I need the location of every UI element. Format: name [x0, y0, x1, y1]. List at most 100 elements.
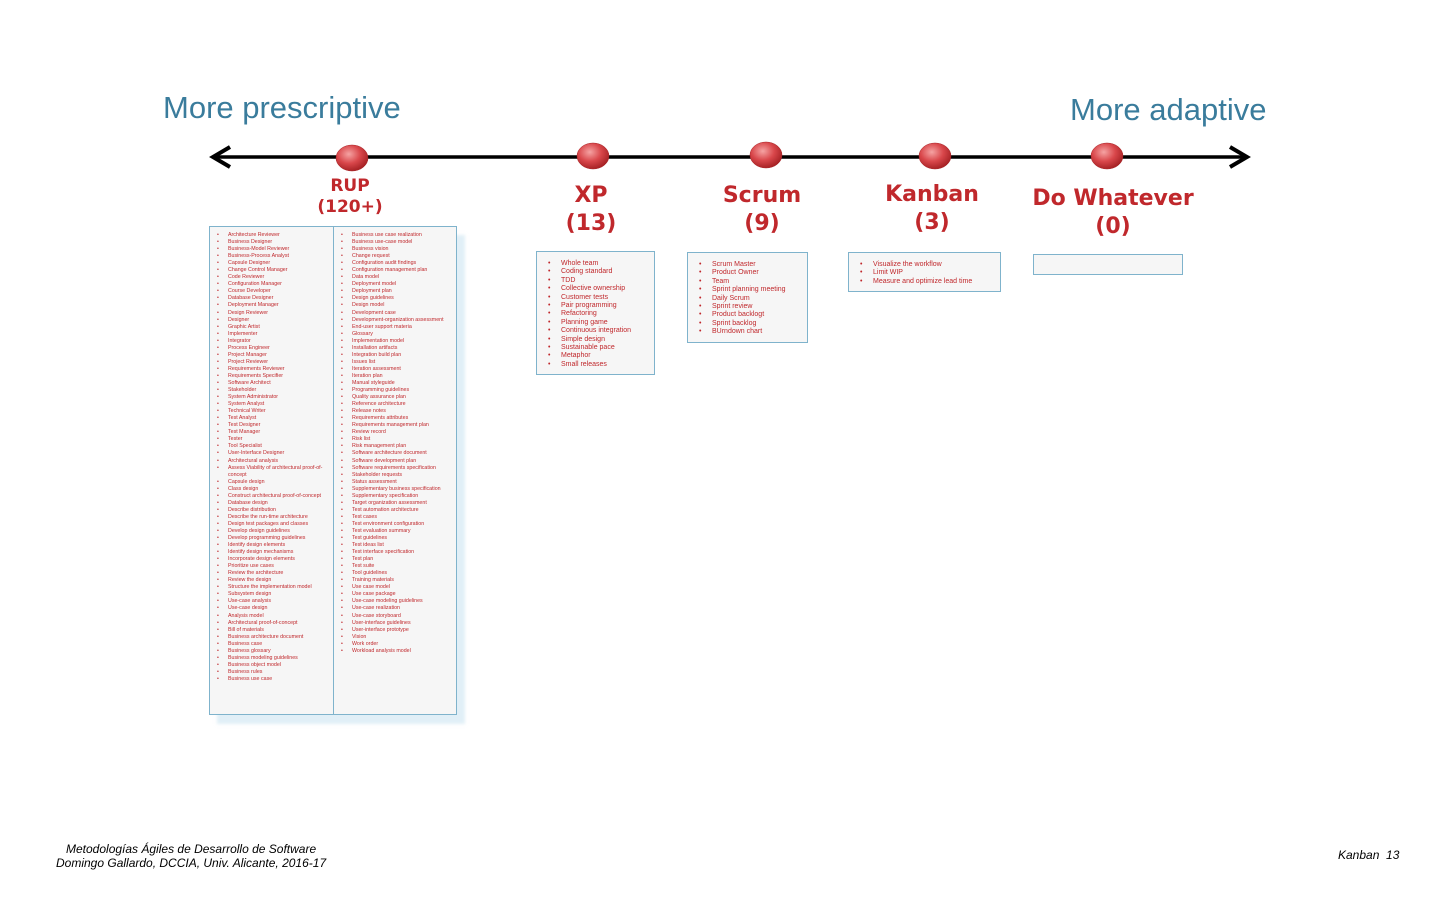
method-kanban-name: Kanban [885, 182, 979, 207]
rup-col1-item: Configuration Manager [216, 281, 330, 288]
rup-col1-item: Business use case [216, 676, 330, 683]
rup-col1-item: Change Control Manager [216, 267, 330, 274]
rup-col1-item: Course Developer [216, 288, 330, 295]
method-scrum-name: Scrum [722, 183, 802, 208]
rup-col1-item: Tester [216, 436, 330, 443]
xp-list-item: Sustainable pace [546, 344, 652, 353]
xp-list-item: Small releases [546, 361, 652, 370]
rup-col2-item: Software requirements specification [340, 465, 454, 472]
rup-col1-item: Tool Specialist [216, 443, 330, 450]
scrum-list-item: Daily Scrum [697, 295, 805, 304]
rup-col1-item: Technical Writer [216, 408, 330, 415]
xp-list-item: Pair programming [546, 302, 652, 311]
xp-list-item: Refactoring [546, 310, 652, 319]
rup-col1-item: Database Designer [216, 295, 330, 302]
rup-col1-item: Identify design elements [216, 542, 330, 549]
method-xp: XP (13) [541, 182, 641, 237]
rup-col2-item: Test guidelines [340, 535, 454, 542]
xp-list-item: Customer tests [546, 294, 652, 303]
rup-col1-item: Business object model [216, 662, 330, 669]
rup-col2-item: Review record [340, 429, 454, 436]
method-do-whatever-name: Do Whatever [1032, 186, 1194, 211]
rup-col2-item: Test suite [340, 563, 454, 570]
xp-practices-list: Whole teamCoding standardTDDCollective o… [546, 260, 652, 370]
arrow-right-icon [1228, 145, 1251, 169]
scrum-box: Scrum MasterProduct OwnerTeamSprint plan… [687, 252, 808, 343]
rup-col2-item: Business use-case model [340, 239, 454, 246]
rup-col1-item: Business glossary [216, 648, 330, 655]
rup-col1-item: Database design [216, 500, 330, 507]
heading-more-prescriptive: More prescriptive [163, 90, 401, 125]
rup-col1-item: Deployment Manager [216, 302, 330, 309]
rup-col1-item: Business architecture document [216, 634, 330, 641]
scrum-list-item: Sprint backlog [697, 320, 805, 329]
rup-col1-item: Test Designer [216, 422, 330, 429]
arrow-left-icon [209, 145, 232, 169]
rup-col1-item: Review the architecture [216, 570, 330, 577]
rup-col1-item: Implementer [216, 331, 330, 338]
heading-more-adaptive: More adaptive [1070, 92, 1267, 127]
method-rup-name: RUP [330, 176, 370, 196]
dot-xp [576, 142, 610, 170]
rup-col1-item: Business Designer [216, 239, 330, 246]
rup-col1-item: Use-case analysis [216, 598, 330, 605]
rup-col2-item: Business vision [340, 246, 454, 253]
xp-list-item: Metaphor [546, 352, 652, 361]
rup-col1-item: System Analyst [216, 401, 330, 408]
rup-col1-item: Test Analyst [216, 415, 330, 422]
rup-col2-item: Test environment configuration [340, 521, 454, 528]
xp-list-item: Whole team [546, 260, 652, 269]
rup-col2-item: Data model [340, 274, 454, 281]
footer-course: Metodologías Ágiles de Desarrollo de Sof… [66, 842, 317, 856]
rup-col1-item: Graphic Artist [216, 324, 330, 331]
xp-list-item: Planning game [546, 319, 652, 328]
rup-col2-item: Development-organization assessment [340, 317, 454, 324]
rup-col1-item: Analysis model [216, 613, 330, 620]
rup-col2-item: Iteration plan [340, 373, 454, 380]
method-kanban-count: (3) [914, 209, 950, 235]
rup-col1-item: Describe distribution [216, 507, 330, 514]
rup-col1-item: Review the design [216, 577, 330, 584]
rup-col2-item: Use case package [340, 591, 454, 598]
xp-list-item: Coding standard [546, 268, 652, 277]
rup-col1-item: Business rules [216, 669, 330, 676]
rup-col2-item: Use case model [340, 584, 454, 591]
rup-col1-item: Identify design mechanisms [216, 549, 330, 556]
rup-col1-item: Test Manager [216, 429, 330, 436]
rup-col2-item: Design guidelines [340, 295, 454, 302]
rup-col2-item: Software architecture document [340, 450, 454, 457]
rup-col2-item: Workload analysis model [340, 648, 454, 655]
kanban-list-item: Measure and optimize lead time [858, 278, 998, 287]
dot-do-whatever [1090, 142, 1124, 170]
rup-col1-item: Architectural proof-of-concept [216, 620, 330, 627]
method-xp-count: (13) [565, 210, 617, 236]
rup-col1-item: Process Engineer [216, 345, 330, 352]
rup-col2-item: Test interface specification [340, 549, 454, 556]
rup-col1-item: Software Architect [216, 380, 330, 387]
method-scrum: Scrum (9) [702, 182, 822, 237]
scrum-list-item: Product Owner [697, 269, 805, 278]
rup-col2-item: Installation artifacts [340, 345, 454, 352]
rup-col1-item: Business-Process Analyst [216, 253, 330, 260]
rup-col2-item: Work order [340, 641, 454, 648]
rup-col1-item: Develop design guidelines [216, 528, 330, 535]
kanban-list-item: Visualize the workflow [858, 261, 998, 270]
rup-col2-item: Test plan [340, 556, 454, 563]
rup-col2-item: User-interface prototype [340, 627, 454, 634]
scrum-list-item: Scrum Master [697, 261, 805, 270]
rup-col2-item: Release notes [340, 408, 454, 415]
rup-col1-item: Stakeholder [216, 387, 330, 394]
rup-col1-item: Business case [216, 641, 330, 648]
scrum-list-item: Sprint review [697, 303, 805, 312]
rup-col2-item: Business use case realization [340, 232, 454, 239]
scrum-list-item: Team [697, 278, 805, 287]
rup-col1-item: Code Reviewer [216, 274, 330, 281]
method-xp-name: XP [574, 183, 608, 208]
rup-col2-item: Use-case storyboard [340, 613, 454, 620]
rup-col2-item: Glossary [340, 331, 454, 338]
rup-col1-item: Class design [216, 486, 330, 493]
method-do-whatever: Do Whatever (0) [1028, 185, 1198, 240]
rup-col2-item: Test ideas list [340, 542, 454, 549]
kanban-practices-list: Visualize the workflowLimit WIPMeasure a… [858, 261, 998, 287]
rup-col2-item: Use-case realization [340, 605, 454, 612]
